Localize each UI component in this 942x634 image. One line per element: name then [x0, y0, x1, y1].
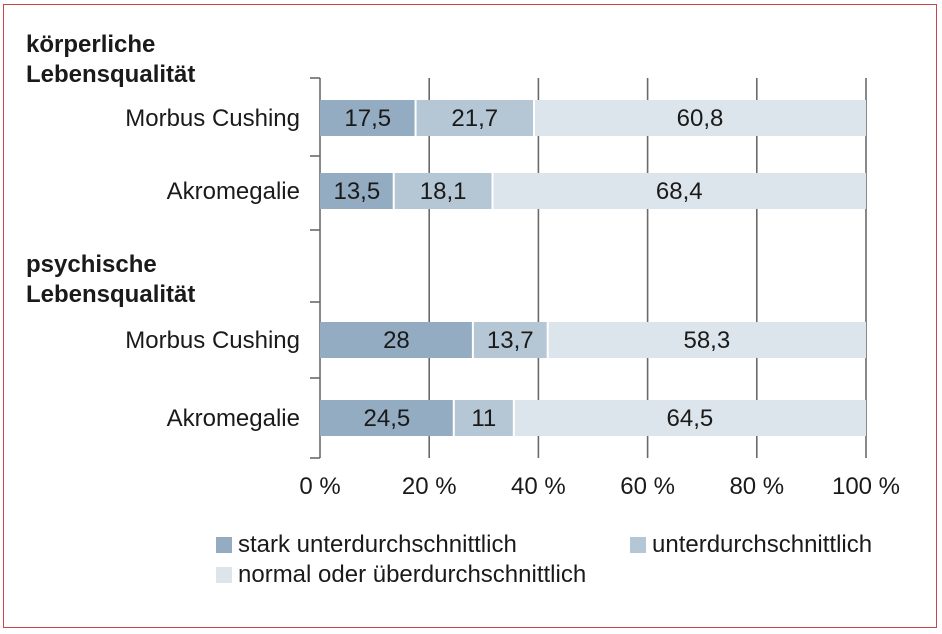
category-label: Morbus Cushing	[125, 327, 300, 354]
data-label: 13,5	[333, 178, 380, 205]
group-title: Lebensqualität	[26, 61, 195, 88]
data-label: 17,5	[344, 105, 391, 132]
data-label: 21,7	[451, 105, 498, 132]
bar-segment	[534, 100, 866, 136]
data-label: 13,7	[487, 327, 534, 354]
x-tick-label: 0 %	[299, 473, 340, 500]
data-label: 18,1	[420, 178, 467, 205]
data-label: 11	[471, 405, 496, 432]
data-label: 24,5	[364, 405, 411, 432]
legend-swatch	[216, 567, 232, 583]
bar-segment	[320, 400, 454, 436]
group-title: psychische	[26, 251, 157, 278]
category-label: Akromegalie	[167, 405, 300, 432]
x-tick-label: 40 %	[511, 473, 566, 500]
x-tick-label: 80 %	[729, 473, 784, 500]
bar-segment	[453, 400, 514, 436]
legend-label: unterdurchschnittlich	[652, 531, 872, 558]
legend-label: stark unterdurchschnittlich	[238, 531, 517, 558]
bar-segment	[513, 400, 866, 436]
data-label: 64,5	[667, 405, 714, 432]
category-label: Akromegalie	[167, 178, 300, 205]
bar-segment	[415, 100, 535, 136]
bar-segment	[320, 100, 416, 136]
group-title: körperliche	[26, 31, 155, 58]
x-tick-label: 60 %	[620, 473, 675, 500]
legend-label: normal oder überdurchschnittlich	[238, 561, 586, 588]
data-label: 58,3	[683, 327, 730, 354]
bar-segment	[320, 322, 473, 358]
legend-swatch	[216, 537, 232, 553]
data-label: 68,4	[656, 178, 703, 205]
bar-segment	[320, 173, 394, 209]
data-label: 60,8	[677, 105, 724, 132]
category-label: Morbus Cushing	[125, 105, 300, 132]
x-tick-label: 20 %	[402, 473, 457, 500]
legend-swatch	[630, 537, 646, 553]
bar-segment	[547, 322, 866, 358]
bar-segment	[492, 173, 866, 209]
data-label: 28	[383, 327, 410, 354]
bar-segment	[393, 173, 493, 209]
x-tick-label: 100 %	[832, 473, 900, 500]
bar-segment	[472, 322, 548, 358]
group-title: Lebensqualität	[26, 281, 195, 308]
